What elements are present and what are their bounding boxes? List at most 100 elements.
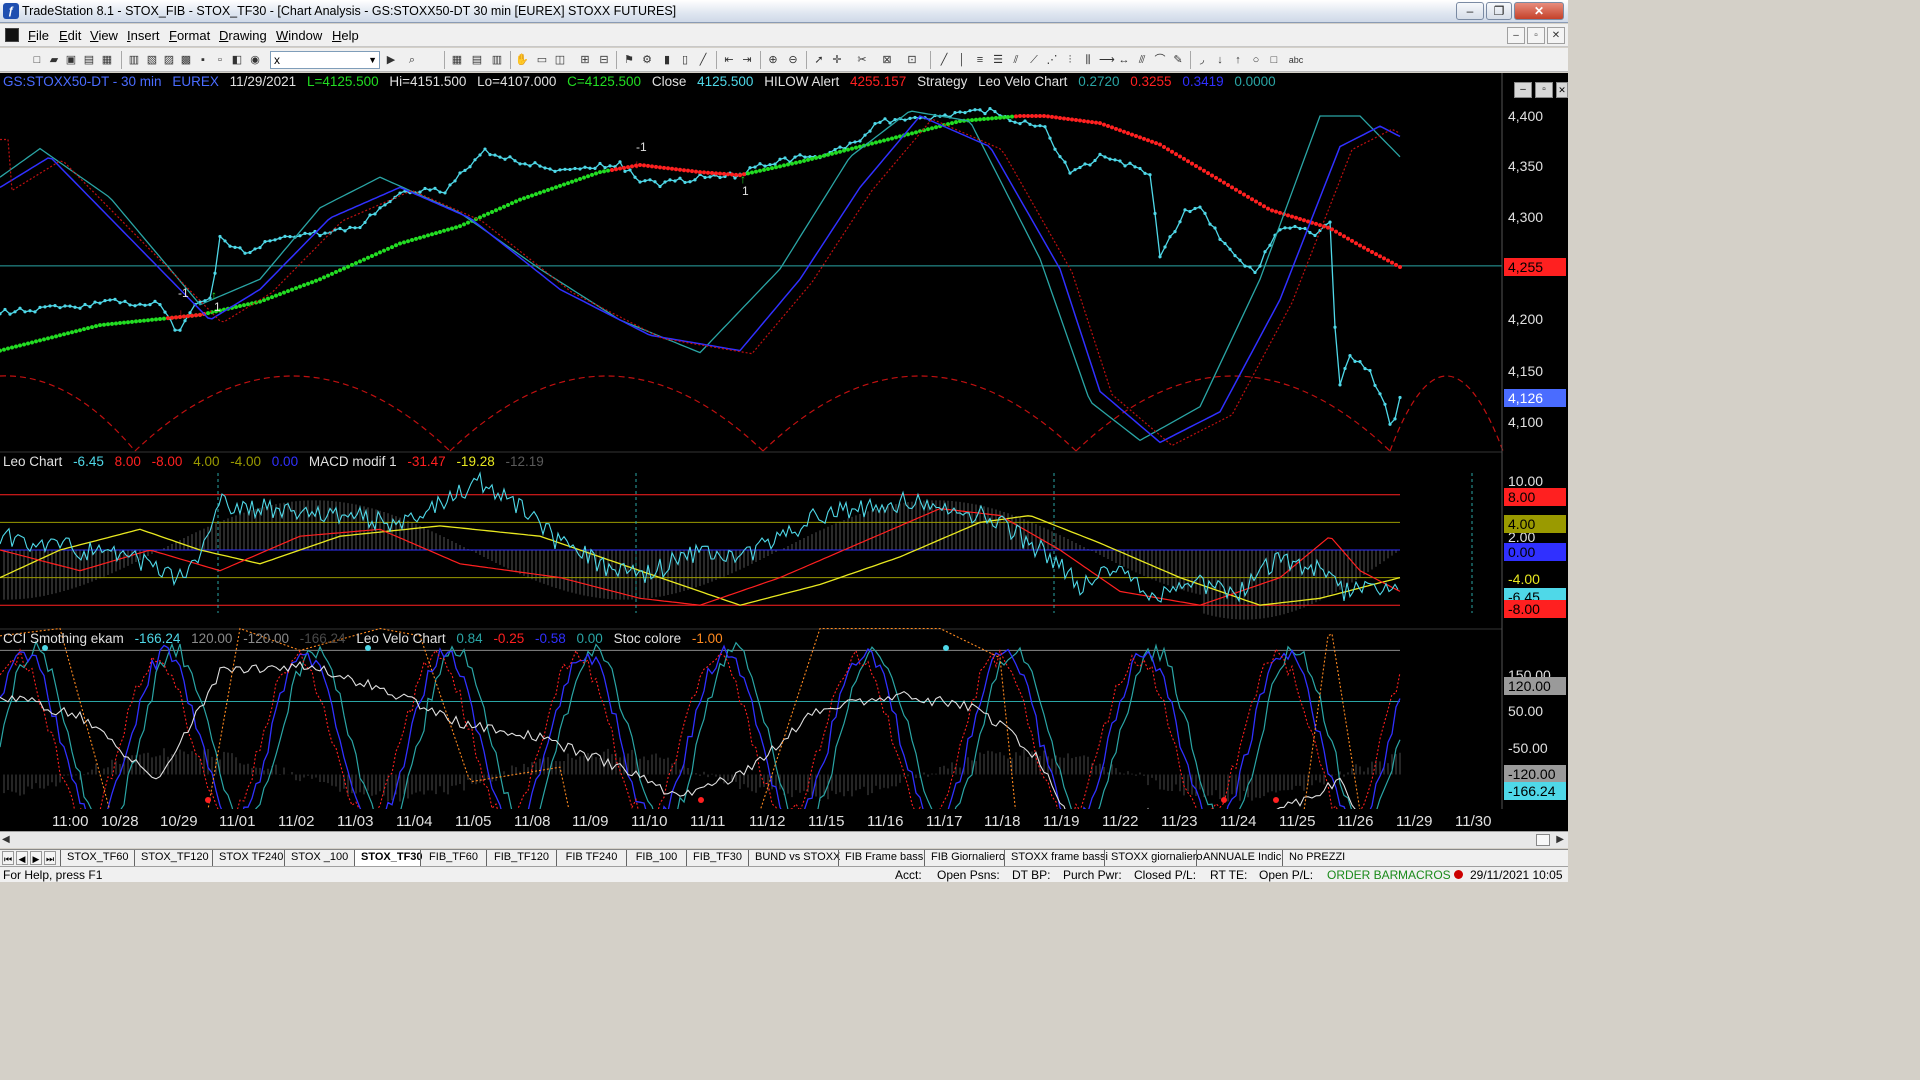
lock-icon[interactable]: ▫ — [218, 54, 222, 66]
tab-stoxx-giornaliero[interactable]: STOXX giornaliero — [1104, 850, 1203, 866]
tab-fib-100[interactable]: FIB_100 — [626, 850, 686, 866]
alert-icon[interactable]: ⚑ — [624, 54, 634, 66]
close-button[interactable]: ✕ — [1514, 2, 1564, 20]
menu-format[interactable]: Format — [169, 28, 211, 43]
maximize-button[interactable]: ❐ — [1486, 2, 1512, 20]
menu-help[interactable]: Help — [332, 28, 359, 43]
tab-bund-vs-stoxx[interactable]: BUND vs STOXX — [748, 850, 840, 866]
key-icon[interactable]: ◧ — [231, 54, 243, 66]
gann-fan-icon[interactable]: ⋰ — [1046, 54, 1058, 66]
mdi-restore-button[interactable]: ▫ — [1527, 27, 1545, 44]
insert-indicator-icon[interactable]: ⊞ — [580, 54, 590, 66]
go-arrow-icon[interactable]: ▶ — [386, 54, 396, 66]
macros-button[interactable]: MACROS — [1398, 868, 1451, 882]
tab-no-prezzi[interactable]: No PREZZI — [1282, 850, 1346, 866]
matrix-icon[interactable]: ▥ — [491, 54, 503, 66]
scroll-thumb[interactable] — [1536, 834, 1550, 846]
tab-fib-tf30[interactable]: FIB_TF30 — [686, 850, 748, 866]
curve-icon[interactable]: ◞ — [1199, 54, 1205, 66]
tab-stox-tf120[interactable]: STOX_TF120 — [134, 850, 212, 866]
minimize-button[interactable]: – — [1456, 2, 1484, 20]
pointer-icon[interactable]: ➚ — [814, 54, 824, 66]
globe-icon[interactable]: ◉ — [250, 54, 260, 66]
ray-icon[interactable]: ⟶ — [1099, 54, 1115, 66]
save-icon[interactable]: ▦ — [101, 54, 113, 66]
chart-restore-button[interactable]: ▫ — [1535, 82, 1553, 98]
speed-lines-icon[interactable]: ⟋ — [1030, 54, 1038, 66]
dom-icon[interactable]: ⊠ — [882, 54, 892, 66]
arrow-down-red-icon[interactable]: ↓ — [1217, 54, 1223, 66]
table-icon[interactable]: ⊡ — [907, 54, 917, 66]
horizontal-lines-icon[interactable]: ≡ — [976, 54, 984, 66]
scroll-left-arrow-icon[interactable]: ◀ — [2, 834, 10, 845]
arc-icon[interactable]: ⌒ — [1154, 54, 1166, 66]
pencil-icon[interactable]: ✎ — [1173, 54, 1183, 66]
channel-icon[interactable]: ⫽ — [1013, 54, 1019, 66]
find-symbol-icon[interactable]: ⌕ — [408, 54, 416, 66]
chart-minimize-button[interactable]: – — [1514, 82, 1532, 98]
scroll-right-arrow-icon[interactable]: ▶ — [1556, 834, 1564, 845]
fibonacci-icon[interactable]: ☰ — [993, 54, 1003, 66]
menu-edit[interactable]: Edit — [59, 28, 82, 43]
new-file-icon[interactable]: □ — [33, 54, 41, 66]
menu-drawing[interactable]: Drawing — [219, 28, 267, 43]
andrews-icon[interactable]: ⫶ — [1068, 54, 1072, 66]
paste-icon[interactable]: ▪ — [201, 54, 205, 66]
regression-icon[interactable]: ⫼ — [1085, 54, 1091, 66]
line-chart-icon[interactable]: ╱ — [699, 54, 707, 66]
print-icon[interactable]: ▥ — [128, 54, 140, 66]
crosshair-icon[interactable]: ✛ — [832, 54, 842, 66]
zoom-in-icon[interactable]: ⊕ — [768, 54, 778, 66]
tab-fib-tf120[interactable]: FIB_TF120 — [486, 850, 556, 866]
menu-view[interactable]: View — [90, 28, 118, 43]
hand-icon[interactable]: ✋ — [515, 54, 529, 66]
tab-fib-tf60[interactable]: FIB_TF60 — [420, 850, 486, 866]
open-file-icon[interactable]: ▰ — [49, 54, 59, 66]
tab-next-icon[interactable]: ▶ — [30, 851, 42, 865]
arrow-both-icon[interactable]: ↔ — [1118, 54, 1130, 66]
ellipse-icon[interactable]: ○ — [1252, 54, 1260, 66]
format-icon[interactable]: ◫ — [554, 54, 566, 66]
mdi-close-button[interactable]: ✕ — [1547, 27, 1565, 44]
tab-stox-tf60[interactable]: STOX_TF60 — [60, 850, 134, 866]
strategy-icon[interactable]: ⚙ — [642, 54, 652, 66]
bar-chart-icon[interactable]: ▮ — [663, 54, 671, 66]
menu-file[interactable]: File — [28, 28, 49, 43]
radarscreen-icon[interactable]: ▤ — [471, 54, 483, 66]
tab-first-icon[interactable]: ⏮ — [2, 851, 14, 865]
tab-annuale-indici[interactable]: ANNUALE Indici — [1196, 850, 1284, 866]
trendline-icon[interactable]: ╱ — [940, 54, 948, 66]
tools-icon[interactable]: ✂ — [857, 54, 867, 66]
scroll-right-icon[interactable]: ⇥ — [742, 54, 752, 66]
tab-fib-giornaliero[interactable]: FIB Giornaliero — [924, 850, 1005, 866]
open-workspace-icon[interactable]: ▣ — [65, 54, 77, 66]
tab-stox-tf30[interactable]: STOX_TF30 — [354, 850, 423, 866]
menu-insert[interactable]: Insert — [127, 28, 160, 43]
print-preview-icon[interactable]: ▧ — [146, 54, 158, 66]
mdi-minimize-button[interactable]: – — [1507, 27, 1525, 44]
symbol-input[interactable]: x ▼ — [270, 51, 380, 69]
parallel-lines-icon[interactable]: ⫻ — [1138, 54, 1146, 66]
chart-analysis-area[interactable]: -11-11↓↑↓↑4,4004,3504,3004,2504,2004,150… — [0, 73, 1568, 831]
tab-last-icon[interactable]: ⏭ — [44, 851, 56, 865]
tab-stox-100[interactable]: STOX _100 — [284, 850, 354, 866]
chart-close-button[interactable]: ✕ — [1556, 82, 1568, 98]
arrow-up-blue-icon[interactable]: ↑ — [1235, 54, 1241, 66]
candle-icon[interactable]: ▯ — [681, 54, 689, 66]
chart-canvas[interactable]: -11-11↓↑↓↑4,4004,3504,3004,2504,2004,150… — [0, 73, 1568, 831]
tab-fib-frame-bassi[interactable]: FIB Frame bassi — [838, 850, 926, 866]
chart-horizontal-scrollbar[interactable]: ◀ ▶ — [0, 831, 1568, 848]
chart-window-icon[interactable] — [5, 28, 19, 42]
text-tool-icon[interactable]: abc — [1288, 55, 1304, 65]
menu-window[interactable]: Window — [276, 28, 323, 43]
tab-fib-tf240[interactable]: FIB TF240 — [556, 850, 626, 866]
tab-stox-tf240[interactable]: STOX TF240 — [212, 850, 284, 866]
chart-analysis-icon[interactable]: ▦ — [451, 54, 463, 66]
data-window-icon[interactable]: ▭ — [536, 54, 548, 66]
zoom-out-icon[interactable]: ⊖ — [788, 54, 798, 66]
insert-strategy-icon[interactable]: ⊟ — [599, 54, 609, 66]
scroll-left-icon[interactable]: ⇤ — [724, 54, 734, 66]
new-workspace-icon[interactable]: ▤ — [83, 54, 95, 66]
tab-stoxx-frame-bassi[interactable]: STOXX frame bassi — [1004, 850, 1108, 866]
rectangle-icon[interactable]: □ — [1270, 54, 1278, 66]
